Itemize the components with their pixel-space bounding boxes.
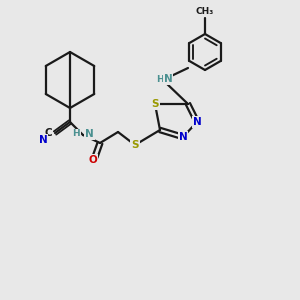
- Text: CH₃: CH₃: [196, 7, 214, 16]
- Text: N: N: [193, 117, 201, 127]
- Text: N: N: [178, 132, 188, 142]
- Text: S: S: [131, 140, 139, 150]
- Text: N: N: [39, 135, 47, 145]
- Text: H: H: [72, 130, 80, 139]
- Text: C: C: [44, 128, 52, 138]
- Text: H: H: [156, 74, 164, 83]
- Text: O: O: [88, 155, 98, 165]
- Text: N: N: [164, 74, 172, 84]
- Text: N: N: [85, 129, 94, 139]
- Text: S: S: [151, 99, 159, 109]
